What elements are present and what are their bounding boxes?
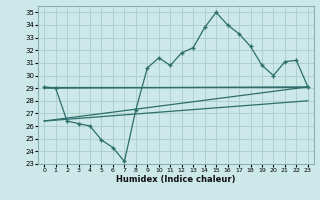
X-axis label: Humidex (Indice chaleur): Humidex (Indice chaleur) [116,175,236,184]
